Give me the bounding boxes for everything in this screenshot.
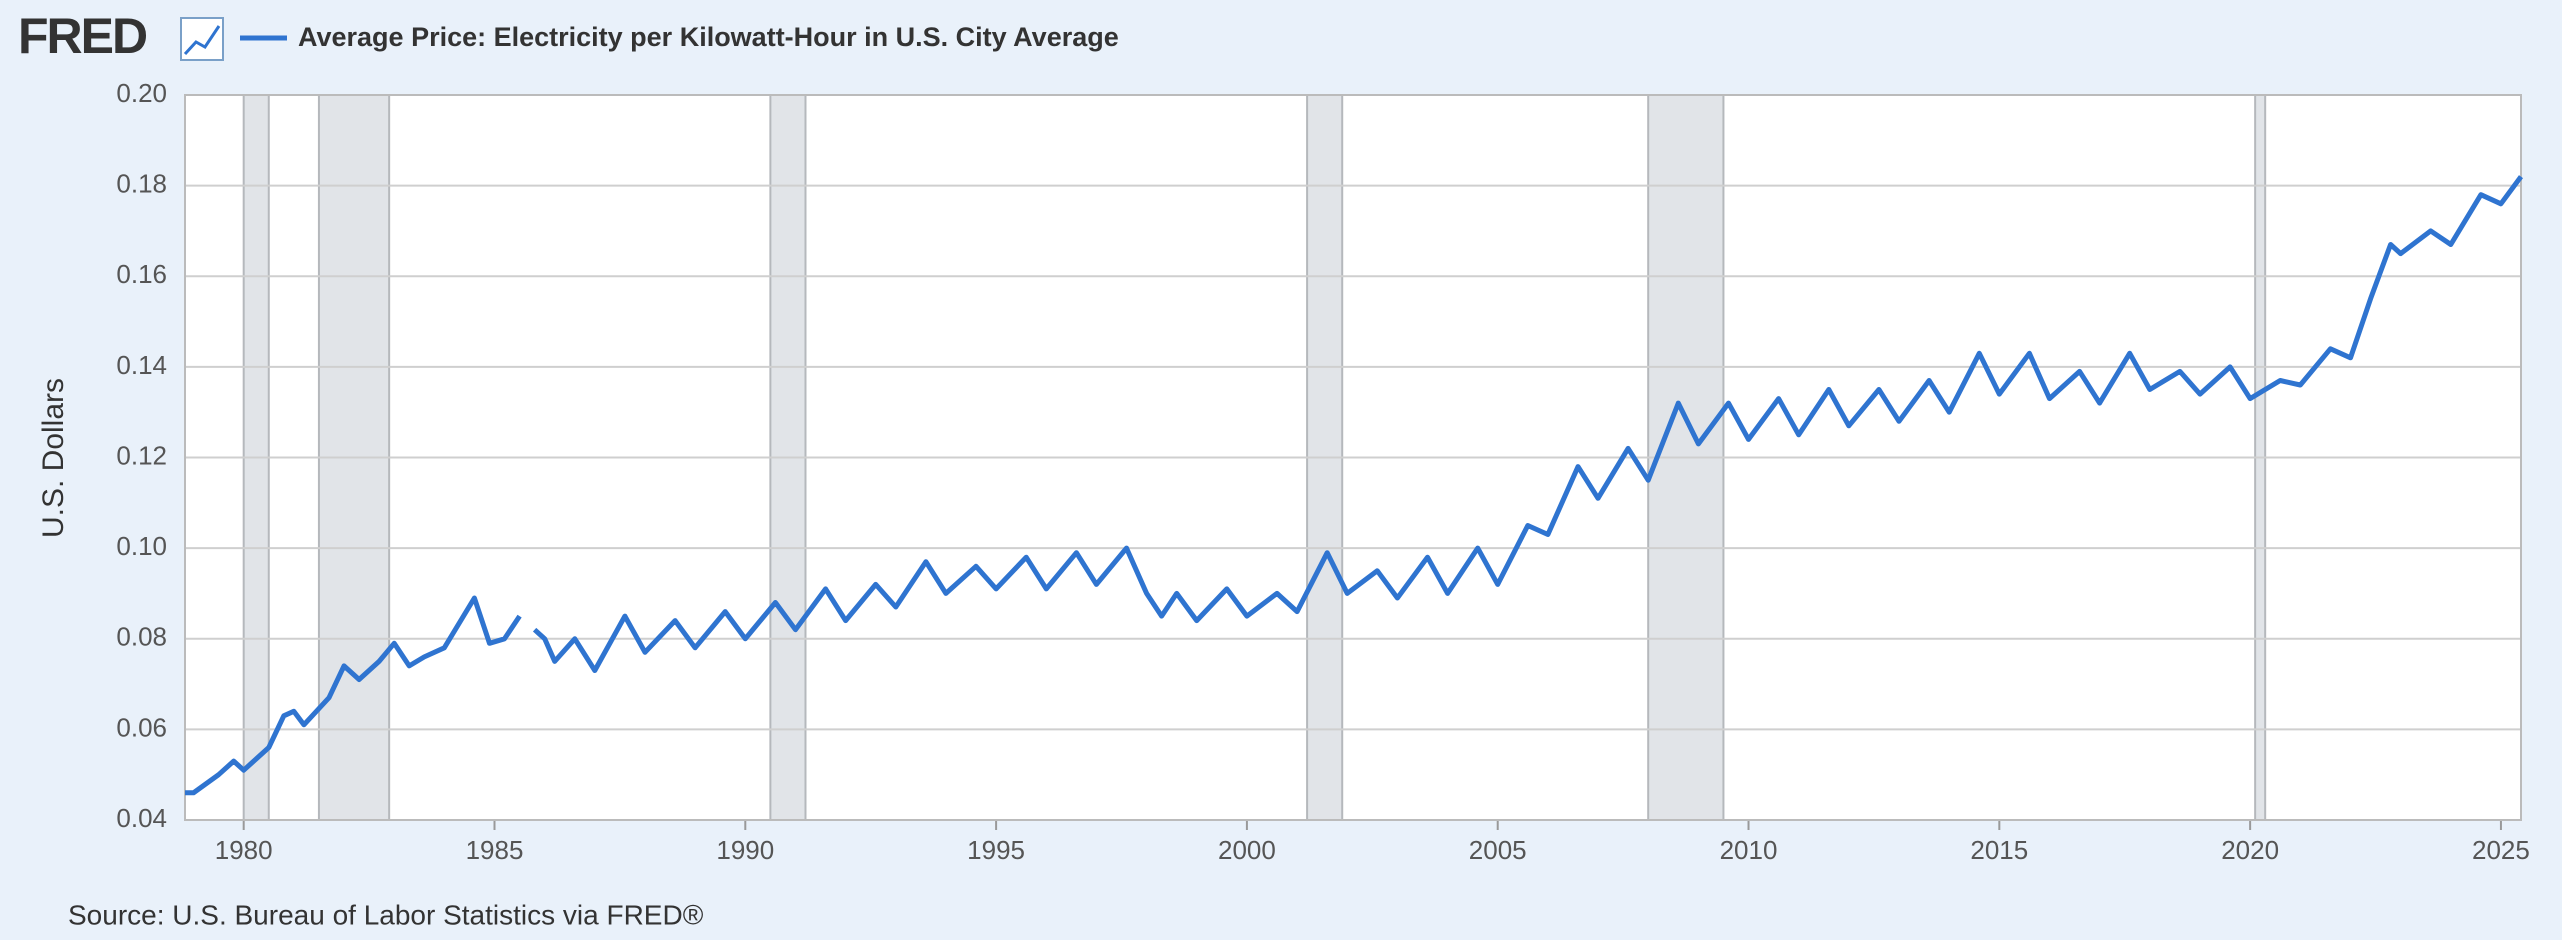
y-axis-label: U.S. Dollars [37,378,70,538]
x-tick-label: 1980 [215,835,273,865]
logo: FRED [18,8,147,64]
y-tick-label: 0.12 [116,440,167,470]
x-tick-label: 2015 [1970,835,2028,865]
y-tick-label: 0.14 [116,350,167,380]
logo-icon [180,17,224,61]
y-tick-label: 0.10 [116,531,167,561]
y-tick-label: 0.04 [116,803,167,833]
y-tick-label: 0.18 [116,169,167,199]
plot-border [184,94,2522,821]
x-tick-label: 1995 [967,835,1025,865]
x-tick-label: 2020 [2221,835,2279,865]
y-tick-label: 0.06 [116,712,167,742]
x-tick-label: 2000 [1218,835,1276,865]
x-tick-label: 2025 [2472,835,2530,865]
legend-label: Average Price: Electricity per Kilowatt-… [298,22,1119,52]
y-tick-label: 0.20 [116,78,167,108]
x-tick-label: 2005 [1469,835,1527,865]
y-tick-label: 0.08 [116,622,167,652]
x-tick-label: 2010 [1720,835,1778,865]
series-line [185,175,2524,796]
x-tick-label: 1985 [466,835,524,865]
y-tick-label: 0.16 [116,259,167,289]
x-tick-label: 1990 [716,835,774,865]
source: Source: U.S. Bureau of Labor Statistics … [68,899,704,930]
